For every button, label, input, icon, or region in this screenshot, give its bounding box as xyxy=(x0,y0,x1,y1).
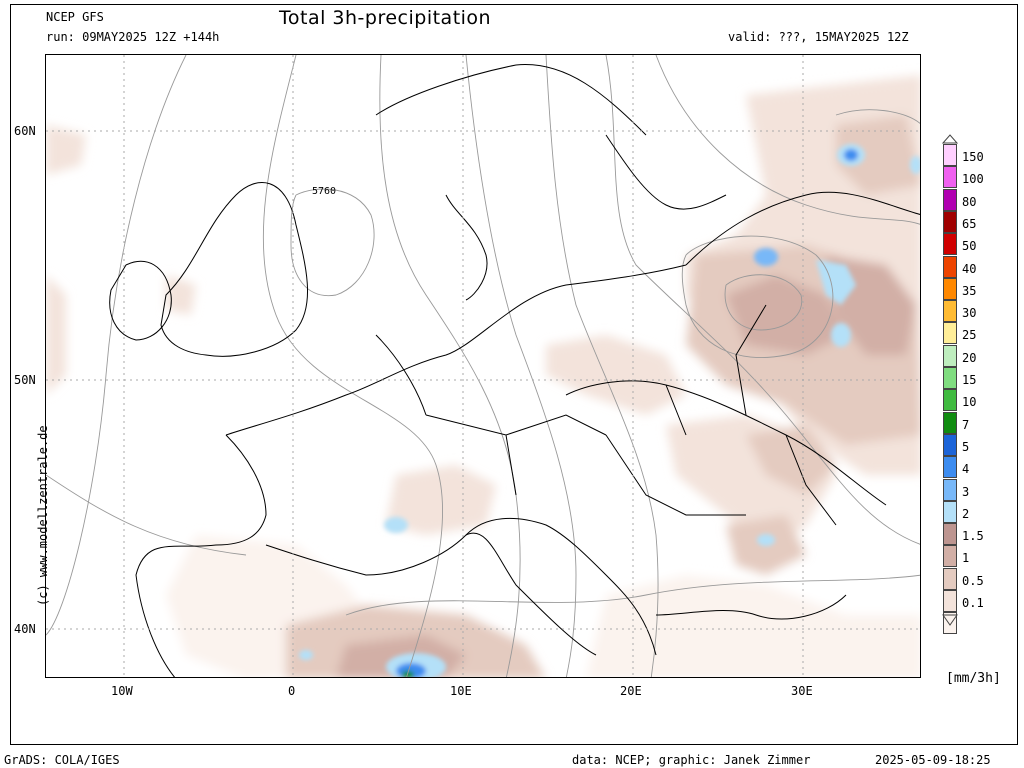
lon-label-20e: 20E xyxy=(620,684,642,698)
colorbar-swatch xyxy=(943,166,957,189)
map-canvas xyxy=(46,55,920,677)
model-name: NCEP GFS xyxy=(46,10,104,24)
colorbar-top-arrow xyxy=(942,134,958,144)
colorbar-swatch xyxy=(943,322,957,345)
colorbar-level-label: 40 xyxy=(962,261,977,276)
colorbar-swatch xyxy=(943,590,957,612)
colorbar-level-label: 25 xyxy=(962,328,977,343)
colorbar-swatch xyxy=(943,233,957,256)
colorbar-swatch xyxy=(943,545,957,568)
colorbar-level-label: 5 xyxy=(962,439,970,454)
lat-label-40n: 40N xyxy=(14,622,36,636)
colorbar-swatch xyxy=(943,500,957,523)
colorbar-level-label: 65 xyxy=(962,216,977,231)
colorbar-level-label: 20 xyxy=(962,350,977,365)
colorbar-swatch xyxy=(943,277,957,300)
footer-center: data: NCEP; graphic: Janek Zimmer xyxy=(572,753,811,767)
colorbar-level-label: 0.5 xyxy=(962,573,984,588)
plot-frame xyxy=(10,4,1018,745)
colorbar-level-label: 2 xyxy=(962,506,970,521)
colorbar-bottom-arrow xyxy=(942,614,958,626)
colorbar-swatch xyxy=(943,255,957,278)
footer-left: GrADS: COLA/IGES xyxy=(4,753,120,767)
lon-label-30e: 30E xyxy=(791,684,813,698)
precipitation-map: 5760 xyxy=(45,54,921,678)
chart-title: Total 3h-precipitation xyxy=(279,7,492,29)
colorbar-level-label: 7 xyxy=(962,417,970,432)
colorbar-level-label: 4 xyxy=(962,462,970,477)
lon-label-10w: 10W xyxy=(111,684,133,698)
colorbar-swatch xyxy=(943,344,957,367)
colorbar-swatch xyxy=(943,188,957,211)
footer-right: 2025-05-09-18:25 xyxy=(875,753,991,767)
colorbar-swatch xyxy=(943,456,957,479)
colorbar-swatch xyxy=(943,523,957,546)
valid-time: valid: ???, 15MAY2025 12Z xyxy=(728,30,909,44)
colorbar-swatch xyxy=(943,389,957,412)
lat-label-50n: 50N xyxy=(14,373,36,387)
colorbar-swatch xyxy=(943,367,957,389)
colorbar-level-label: 30 xyxy=(962,306,977,321)
colorbar-level-label: 80 xyxy=(962,194,977,209)
lon-label-0: 0 xyxy=(288,684,296,698)
colorbar-swatch xyxy=(943,567,957,590)
colorbar-swatch xyxy=(943,433,957,456)
colorbar-swatch xyxy=(943,210,957,233)
legend-unit: [mm/3h] xyxy=(946,671,1001,686)
colorbar-swatch xyxy=(943,300,957,323)
colorbar-level-label: 1 xyxy=(962,551,970,566)
colorbar-level-label: 0.1 xyxy=(962,596,984,610)
colorbar-level-label: 10 xyxy=(962,395,977,410)
colorbar-swatch xyxy=(943,478,957,501)
colorbar-level-label: 1.5 xyxy=(962,529,984,544)
colorbar-level-label: 15 xyxy=(962,373,977,387)
watermark: (c) www.modellzentrale.de xyxy=(36,425,50,606)
colorbar-level-label: 3 xyxy=(962,484,970,499)
lat-label-60n: 60N xyxy=(14,124,36,138)
colorbar-level-label: 100 xyxy=(962,172,984,187)
colorbar-level-label: 150 xyxy=(962,150,984,164)
contour-label: 5760 xyxy=(312,186,337,197)
colorbar-swatch xyxy=(943,144,957,166)
coastlines-borders xyxy=(109,64,920,677)
colorbar-swatch xyxy=(943,411,957,434)
precip-light-shading xyxy=(46,75,920,677)
precip-moderate-shading xyxy=(299,144,920,677)
colorbar-level-label: 35 xyxy=(962,283,977,298)
graticule xyxy=(46,55,920,677)
lon-label-10e: 10E xyxy=(450,684,472,698)
colorbar-level-label: 50 xyxy=(962,239,977,254)
geopotential-contours xyxy=(46,55,920,677)
run-info: run: 09MAY2025 12Z +144h xyxy=(46,30,220,44)
